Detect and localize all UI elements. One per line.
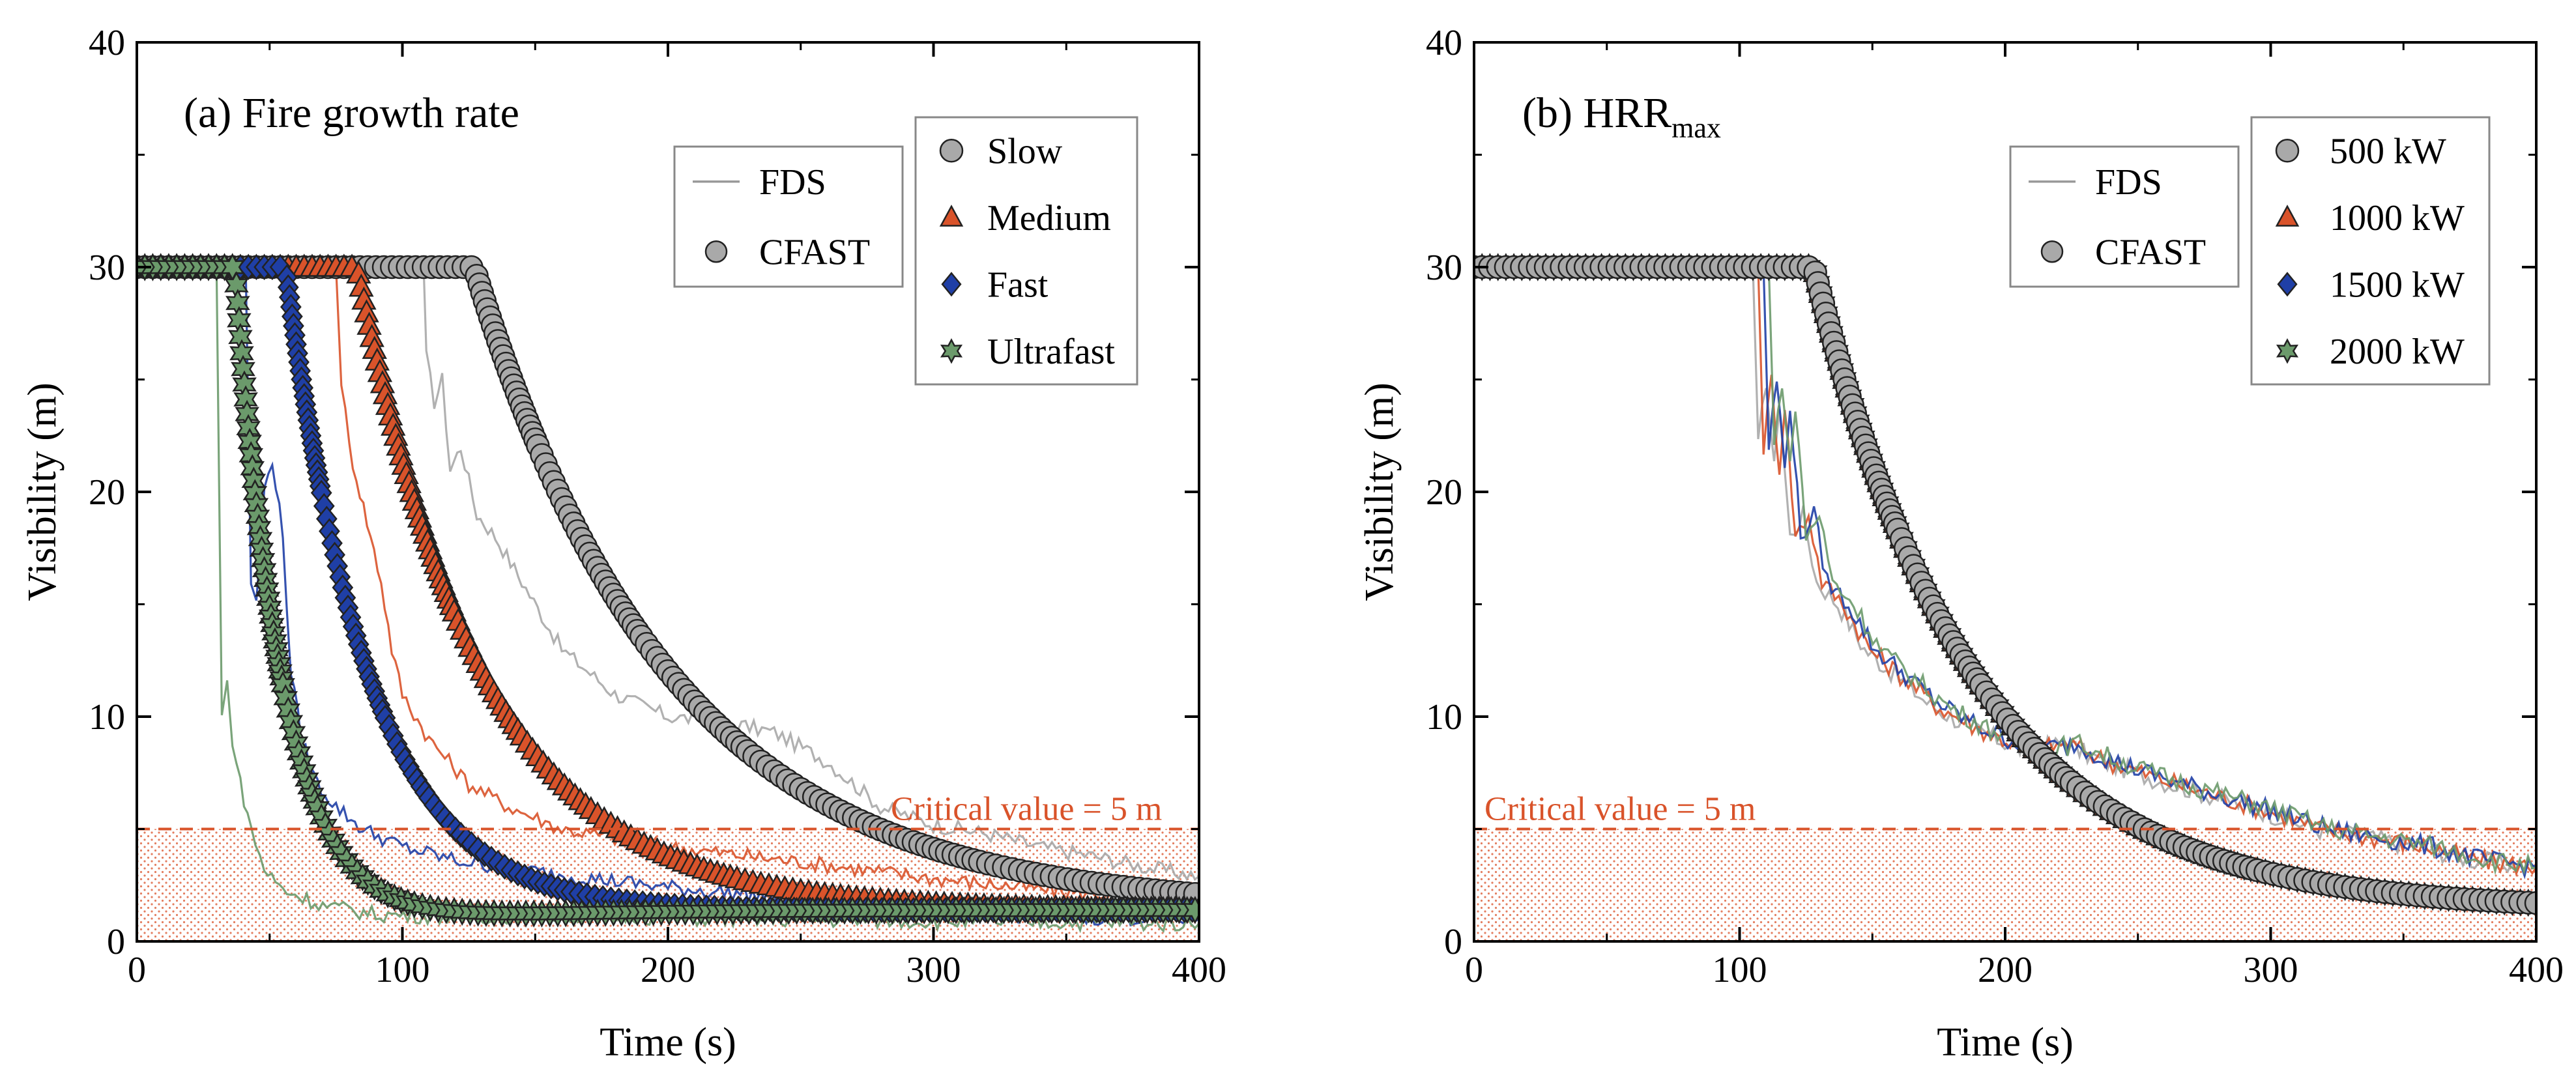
series-legend-swatch bbox=[2275, 205, 2300, 227]
series-legend-swatch bbox=[940, 338, 963, 364]
x-tick-label: 0 bbox=[128, 950, 146, 990]
series-legend-label: Ultrafast bbox=[987, 332, 1115, 372]
source-legend-label: CFAST bbox=[2095, 232, 2206, 272]
cfast-legend-swatch bbox=[704, 240, 728, 263]
y-tick-label: 10 bbox=[1426, 697, 1462, 737]
panel-b-title: (b) HRRmax bbox=[1522, 89, 1721, 144]
x-tick-label: 400 bbox=[1172, 950, 1226, 990]
x-tick-label: 100 bbox=[1713, 950, 1767, 990]
x-tick-label: 100 bbox=[375, 950, 430, 990]
series-legend-label: Fast bbox=[987, 265, 1049, 305]
panel-a-title: (a) Fire growth rate bbox=[184, 89, 519, 137]
series-legend-label: 500 kW bbox=[2330, 131, 2446, 171]
panel-b-chart: Visibility (m) Time (s) Critical value =… bbox=[1357, 23, 2564, 1065]
x-tick-label: 300 bbox=[2244, 950, 2298, 990]
series-legend-swatch bbox=[939, 139, 964, 163]
source-legend-box bbox=[673, 145, 904, 288]
y-tick-label: 0 bbox=[1444, 922, 1462, 962]
x-tick-label: 400 bbox=[2509, 950, 2564, 990]
series-legend-box bbox=[914, 116, 1138, 386]
panel-b-x-axis-title: Time (s) bbox=[1937, 1020, 2074, 1065]
series-legend-swatch bbox=[941, 272, 962, 297]
series-legend-swatch bbox=[2275, 139, 2300, 163]
y-tick-label: 40 bbox=[1426, 23, 1462, 63]
x-tick-label: 300 bbox=[906, 950, 961, 990]
panel-a-y-axis-title: Visibility (m) bbox=[20, 382, 65, 601]
series-legend-swatch bbox=[939, 205, 964, 227]
x-tick-label: 200 bbox=[1978, 950, 2033, 990]
series-legend-swatch bbox=[2276, 338, 2299, 364]
series-legend-label: Slow bbox=[987, 131, 1063, 171]
y-tick-label: 20 bbox=[1426, 472, 1462, 513]
panel-b-critical-label: Critical value = 5 m bbox=[1484, 791, 1756, 828]
y-tick-label: 30 bbox=[89, 248, 125, 288]
source-legend-label: FDS bbox=[759, 162, 826, 203]
y-tick-label: 0 bbox=[107, 922, 125, 962]
y-tick-label: 30 bbox=[1426, 248, 1462, 288]
source-legend-label: FDS bbox=[2095, 162, 2162, 203]
source-legend-box bbox=[2009, 145, 2240, 288]
source-legend-label: CFAST bbox=[759, 232, 870, 272]
cfast-legend-swatch bbox=[2040, 240, 2064, 263]
panel-b-y-axis-title: Visibility (m) bbox=[1357, 382, 1402, 601]
cfast-point-ultrafast bbox=[1183, 896, 1199, 924]
panel-a-chart: Visibility (m) Time (s) Critical value =… bbox=[20, 23, 1226, 1065]
series-legend-label: 1000 kW bbox=[2330, 198, 2465, 238]
x-tick-label: 0 bbox=[1465, 950, 1483, 990]
y-tick-label: 10 bbox=[89, 697, 125, 737]
y-tick-label: 40 bbox=[89, 23, 125, 63]
panel-b-title-subscript: max bbox=[1672, 112, 1721, 144]
panel-a-x-axis-title: Time (s) bbox=[600, 1020, 736, 1065]
series-legend-label: 2000 kW bbox=[2330, 332, 2465, 372]
x-tick-label: 200 bbox=[641, 950, 695, 990]
series-legend-label: Medium bbox=[987, 198, 1111, 238]
y-tick-label: 20 bbox=[89, 472, 125, 513]
panel-b-title-main: (b) HRR bbox=[1522, 89, 1672, 137]
cfast-point-500-kw bbox=[2524, 891, 2536, 915]
panel-a-critical-label: Critical value = 5 m bbox=[891, 791, 1162, 828]
series-legend-label: 1500 kW bbox=[2330, 265, 2465, 305]
series-legend-swatch bbox=[2277, 272, 2298, 297]
